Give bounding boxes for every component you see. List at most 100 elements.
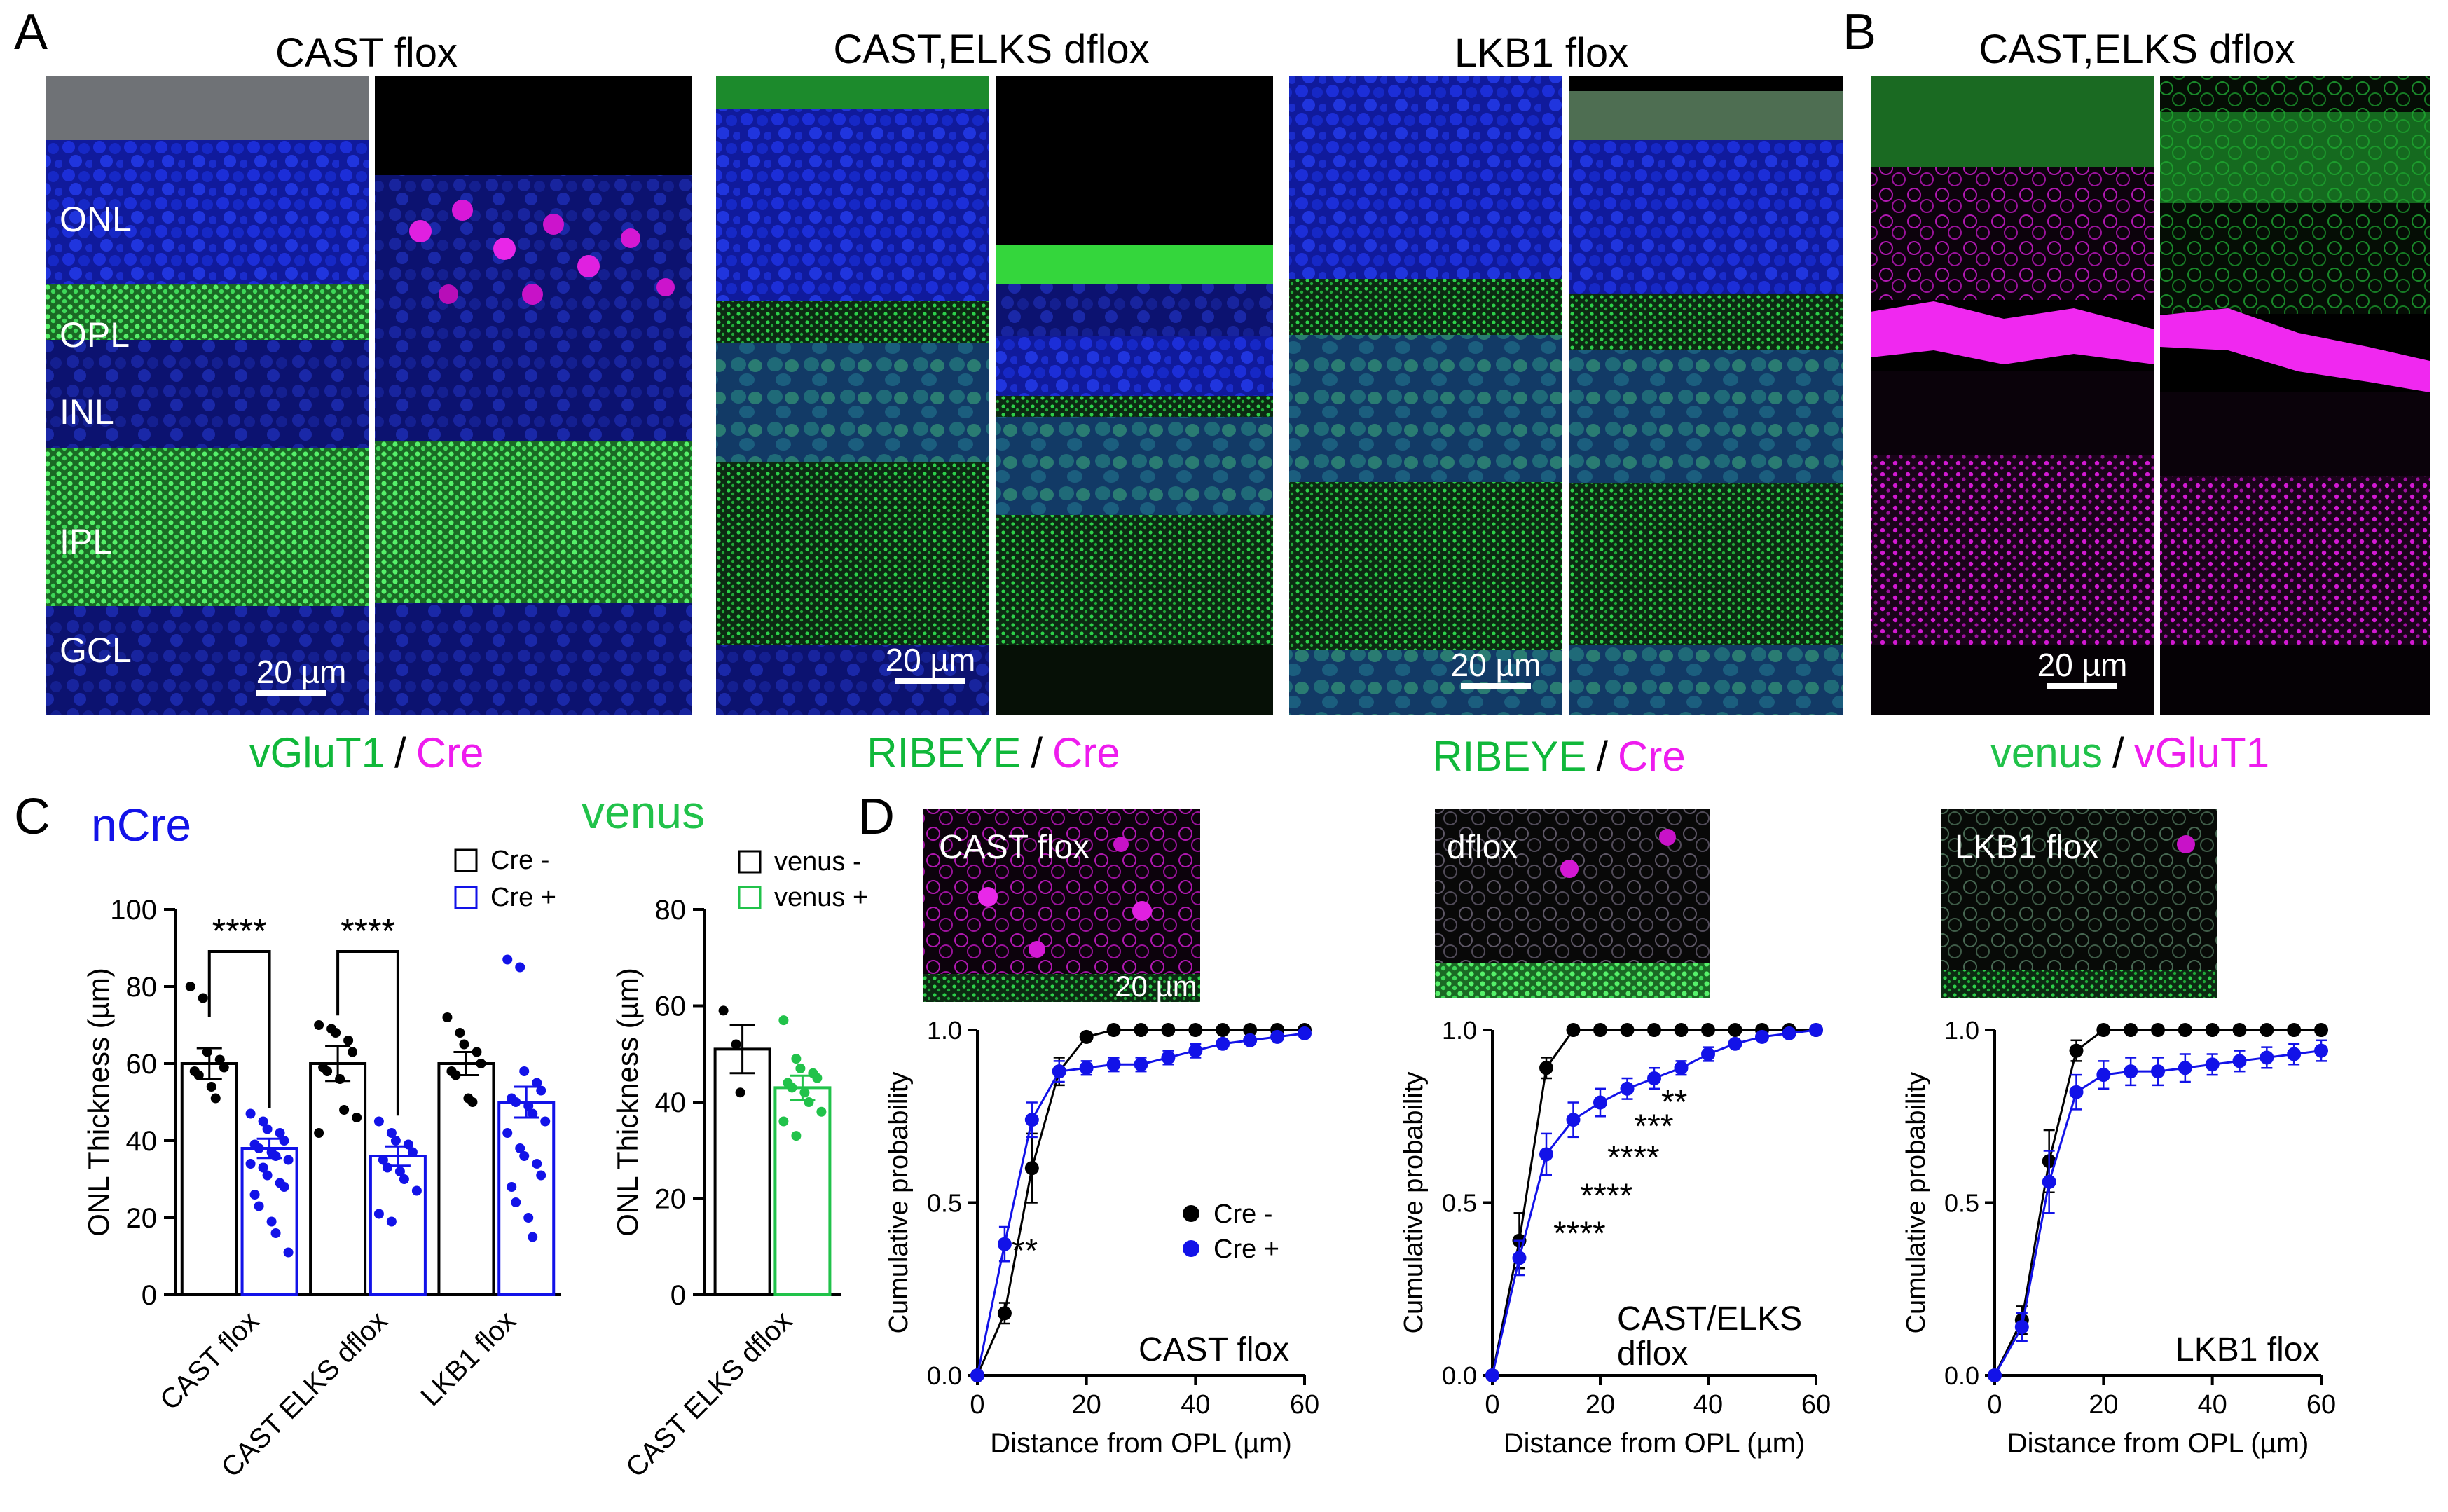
data-point xyxy=(2314,1043,2328,1058)
data-point xyxy=(1134,1023,1148,1037)
layer-label-opl: OPL xyxy=(60,315,130,355)
legend-swatch-venus-plus xyxy=(738,886,762,909)
significance-label: ** xyxy=(1661,1084,1687,1121)
data-point xyxy=(1270,1029,1285,1044)
data-point xyxy=(1216,1023,1230,1037)
data-point xyxy=(258,1116,268,1127)
data-point xyxy=(2232,1054,2247,1068)
micrograph-d-dflox: dflox xyxy=(1435,809,1710,998)
data-point xyxy=(249,1190,260,1200)
data-point xyxy=(519,1151,530,1161)
data-point xyxy=(403,1139,413,1150)
data-point xyxy=(2205,1023,2220,1037)
x-tick-label: 40 xyxy=(1693,1390,1723,1420)
data-point xyxy=(1647,1023,1661,1037)
data-point xyxy=(778,1116,789,1127)
scale-bar-label: 20 µm xyxy=(2037,647,2128,683)
panel-c-title-venus: venus xyxy=(582,786,705,838)
data-point xyxy=(185,982,195,991)
layer-labels: ONL OPL INL IPL GCL xyxy=(60,200,132,670)
data-point xyxy=(2151,1023,2165,1037)
x-tick-label: 0 xyxy=(1987,1390,2002,1420)
y-tick-label: 60 xyxy=(655,991,687,1022)
significance-label: **** xyxy=(1607,1139,1660,1176)
data-point xyxy=(1106,1057,1121,1072)
legend-marker-cre-minus xyxy=(1183,1205,1199,1222)
data-point xyxy=(373,1116,384,1127)
data-point xyxy=(1620,1081,1635,1096)
legend-label-venus-plus: venus + xyxy=(774,883,868,912)
significance-bracket xyxy=(336,950,399,1116)
data-point xyxy=(1755,1029,1769,1044)
data-point xyxy=(1728,1023,1742,1037)
data-point xyxy=(275,1128,285,1138)
y-tick-label: 0.0 xyxy=(1944,1361,1979,1390)
d-image-label-lkb1: LKB1 flox xyxy=(1955,829,2098,866)
micrograph-b-venus xyxy=(2160,76,2430,715)
data-point xyxy=(1161,1023,1176,1037)
y-tick-label: 0 xyxy=(671,1280,686,1311)
x-tick-label: 20 xyxy=(2089,1390,2118,1420)
y-tick-label: 0.5 xyxy=(1944,1189,1979,1218)
data-point xyxy=(283,1155,294,1165)
data-point xyxy=(528,1232,538,1242)
data-point xyxy=(1539,1147,1553,1162)
data-point xyxy=(2287,1023,2302,1037)
data-point xyxy=(1298,1026,1312,1040)
data-point xyxy=(343,1036,354,1045)
y-tick-label: 0 xyxy=(142,1280,157,1311)
legend-swatch-venus-minus xyxy=(738,850,762,874)
data-point xyxy=(1079,1029,1094,1044)
chart-onl-thickness-venus: 0 20 40 60 80 ONL Thickness (µm) CAST ELKS dfl… xyxy=(611,895,841,1483)
y-tick-label: 1.0 xyxy=(1944,1016,1979,1045)
data-point xyxy=(1647,1071,1661,1086)
legend-label-cre-minus: Cre - xyxy=(490,846,549,875)
data-point xyxy=(314,1128,324,1138)
channel-separator: / xyxy=(2112,729,2124,776)
data-point xyxy=(451,1070,461,1080)
micrograph-cast-flox-control xyxy=(46,76,369,715)
data-point xyxy=(2069,1085,2084,1099)
data-point xyxy=(459,1039,469,1050)
channel-separator: / xyxy=(1031,729,1043,776)
channel-magenta: Cre xyxy=(416,729,484,776)
micrograph-d-lkb1: LKB1 flox xyxy=(1941,809,2217,998)
data-point xyxy=(511,1197,521,1207)
data-point xyxy=(735,1087,745,1098)
data-point xyxy=(1079,1061,1094,1075)
panel-c-title-ncre: nCre xyxy=(91,799,191,851)
data-point xyxy=(2014,1319,2029,1334)
channel-green: RIBEYE xyxy=(1432,733,1586,780)
data-point xyxy=(258,1162,268,1173)
data-point xyxy=(515,962,525,973)
data-point xyxy=(502,954,513,965)
significance-bracket xyxy=(207,950,271,1108)
y-tick-label: 1.0 xyxy=(927,1016,962,1045)
significance-label: *** xyxy=(1635,1108,1674,1146)
scale-bar-label: 20 µm xyxy=(886,642,976,678)
data-point xyxy=(523,1213,534,1223)
x-tick-label: 60 xyxy=(2306,1390,2336,1420)
x-tick-label: 60 xyxy=(1290,1390,1319,1420)
scale-bar-a3: 20 µm xyxy=(1451,647,1541,689)
x-axis-label: Distance from OPL (µm) xyxy=(2007,1428,2309,1459)
data-point xyxy=(411,1185,422,1196)
chart-cumulative-cast: 0.0 0.5 1.0 0 20 40 60 Distance from OPL (µm) Cu… xyxy=(884,1016,1319,1459)
data-point xyxy=(2178,1023,2192,1037)
data-point xyxy=(523,1101,534,1111)
data-point xyxy=(407,1147,418,1157)
x-tick-label: 0 xyxy=(970,1390,984,1420)
x-tick-label: 20 xyxy=(1586,1390,1615,1420)
micrograph-dflox-control xyxy=(716,76,989,715)
micrograph-lkb1-control xyxy=(1289,76,1562,715)
micrograph-lkb1-cre xyxy=(1569,76,1843,715)
legend-d: Cre - Cre + xyxy=(1183,1200,1279,1264)
data-point xyxy=(322,1066,333,1076)
data-point xyxy=(219,1062,229,1073)
y-tick-label: 0.5 xyxy=(927,1189,962,1218)
channel-label-b: venus / vGluT1 xyxy=(1990,729,2269,776)
scale-bar-a2: 20 µm xyxy=(886,642,976,684)
y-tick-label: 0.5 xyxy=(1442,1189,1477,1218)
channel-separator: / xyxy=(1596,733,1608,780)
data-point xyxy=(279,1182,289,1192)
